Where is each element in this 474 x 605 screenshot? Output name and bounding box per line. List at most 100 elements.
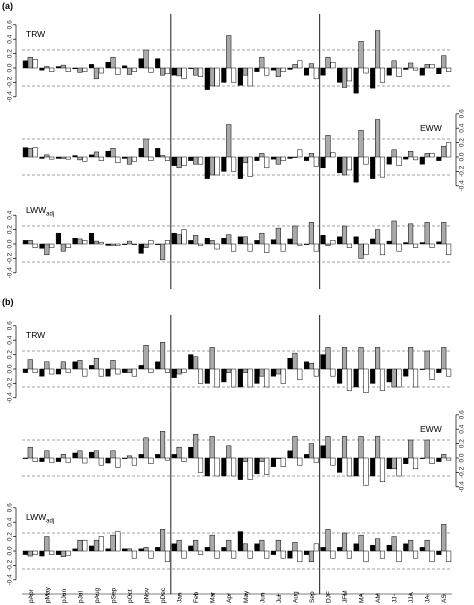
- bar-series-1: [55, 550, 62, 555]
- subplot-lww-adj: -0.4 -0.2 0.0 0.2 0.4 LWWadj: [7, 205, 452, 278]
- panel-b: (b) -0.4 -0.2 0.0 0.2 0.4 0.6 TRW -0.4 -0.2 0.0 0.…: [2, 297, 466, 594]
- bar-series-3: [82, 240, 88, 245]
- bar-series-3: [313, 156, 319, 167]
- bar-series-3: [131, 243, 137, 245]
- bar-series-1: [270, 67, 276, 71]
- bar-series-1: [138, 365, 144, 370]
- bar-series-1: [171, 232, 177, 245]
- bar-series-2: [275, 67, 281, 77]
- bar-series-3: [65, 457, 71, 463]
- bar-series-2: [408, 347, 414, 370]
- bar-series-2: [391, 60, 397, 69]
- bar-series-3: [446, 550, 452, 563]
- bar-series-1: [204, 368, 210, 384]
- bar-series-2: [308, 222, 314, 245]
- bar-series-2: [391, 457, 397, 470]
- bar-series-1: [55, 232, 62, 245]
- bar-series-1: [188, 240, 194, 245]
- bar-series-2: [424, 539, 430, 552]
- bar-series-2: [160, 67, 166, 76]
- bar-series-1: [353, 543, 359, 552]
- bar-series-2: [160, 342, 166, 370]
- bar-series-2: [193, 433, 199, 459]
- bar-series-3: [49, 156, 55, 160]
- bar-series-3: [65, 67, 71, 72]
- bar-series-1: [155, 454, 161, 459]
- y-tick-label: -0.4: [7, 574, 14, 586]
- bar-series-2: [275, 457, 281, 459]
- bar-series-2: [193, 235, 199, 245]
- bar-series-1: [72, 237, 78, 245]
- bar-series-3: [330, 240, 336, 245]
- bar-series-1: [72, 155, 78, 158]
- bar-series-3: [446, 67, 452, 72]
- bar-series-1: [88, 451, 95, 459]
- bar-series-1: [337, 457, 343, 473]
- x-tick-label: Mar: [210, 591, 217, 603]
- bar-series-1: [303, 454, 310, 459]
- panel-a-label: (a): [2, 1, 13, 11]
- bar-series-3: [297, 60, 303, 69]
- bar-series-3: [82, 67, 88, 72]
- y-tick-label: 0.4: [459, 123, 466, 132]
- bar-series-3: [231, 457, 237, 477]
- bar-series-2: [325, 347, 331, 370]
- bar-series-2: [93, 151, 99, 158]
- bar-series-1: [386, 544, 392, 552]
- bar-series-3: [131, 156, 137, 162]
- bar-series-3: [396, 156, 402, 166]
- bar-series-2: [209, 436, 215, 459]
- bar-series-1: [254, 240, 260, 245]
- y-tick-label: 0.0: [459, 152, 466, 161]
- bar-series-2: [391, 149, 397, 158]
- bar-series-1: [287, 450, 293, 459]
- bar-series-2: [110, 148, 116, 158]
- bar-series-1: [386, 156, 392, 165]
- y-tick-label: 0.0: [7, 63, 14, 72]
- bar-series-1: [237, 368, 243, 388]
- bar-series-1: [204, 547, 210, 552]
- bar-series-2: [226, 124, 232, 158]
- x-tick-label: JJA: [408, 592, 415, 604]
- bar-series-3: [313, 368, 319, 377]
- bar-series-3: [32, 243, 38, 248]
- bar-series-1: [72, 548, 78, 552]
- bar-series-3: [396, 243, 402, 252]
- bar-series-3: [82, 368, 88, 377]
- bar-series-2: [441, 524, 447, 552]
- subplot-label: LWWadj: [26, 205, 54, 218]
- bar-series-2: [176, 67, 182, 77]
- bar-series-3: [32, 59, 38, 69]
- bar-series-1: [403, 457, 409, 465]
- bar-series-1: [105, 457, 111, 464]
- bar-series-2: [77, 67, 83, 73]
- bar-series-1: [155, 243, 161, 245]
- x-tick-label: May: [243, 590, 250, 603]
- y-tick-label: -0.4: [7, 267, 14, 279]
- bar-series-1: [22, 60, 28, 69]
- bar-series-3: [231, 67, 237, 83]
- subplot-label: LWWadj: [26, 512, 54, 525]
- bar-series-2: [110, 534, 116, 552]
- bar-series-2: [44, 361, 50, 370]
- subplot-eww: -0.4 -0.2 0.0 0.2 0.4 0.6 EWW: [22, 109, 466, 191]
- bar-series-2: [292, 64, 298, 69]
- bar-series-3: [264, 550, 270, 559]
- y-tick-label: 0.6: [7, 20, 14, 29]
- bar-series-2: [126, 368, 133, 373]
- bar-series-2: [275, 156, 281, 165]
- x-tick-label: pAug: [94, 587, 101, 603]
- bar-series-1: [303, 67, 310, 76]
- y-tick-label: -0.4: [7, 392, 14, 404]
- bar-series-2: [375, 30, 381, 69]
- bar-series-1: [337, 547, 343, 552]
- bar-series-2: [209, 347, 215, 370]
- bar-series-3: [413, 156, 419, 161]
- bar-series-3: [131, 457, 137, 466]
- bar-series-2: [358, 534, 364, 552]
- bar-series-1: [105, 243, 111, 246]
- bar-series-2: [27, 240, 33, 245]
- bar-series-2: [408, 150, 414, 158]
- bar-series-2: [341, 347, 348, 370]
- bar-series-3: [396, 368, 402, 388]
